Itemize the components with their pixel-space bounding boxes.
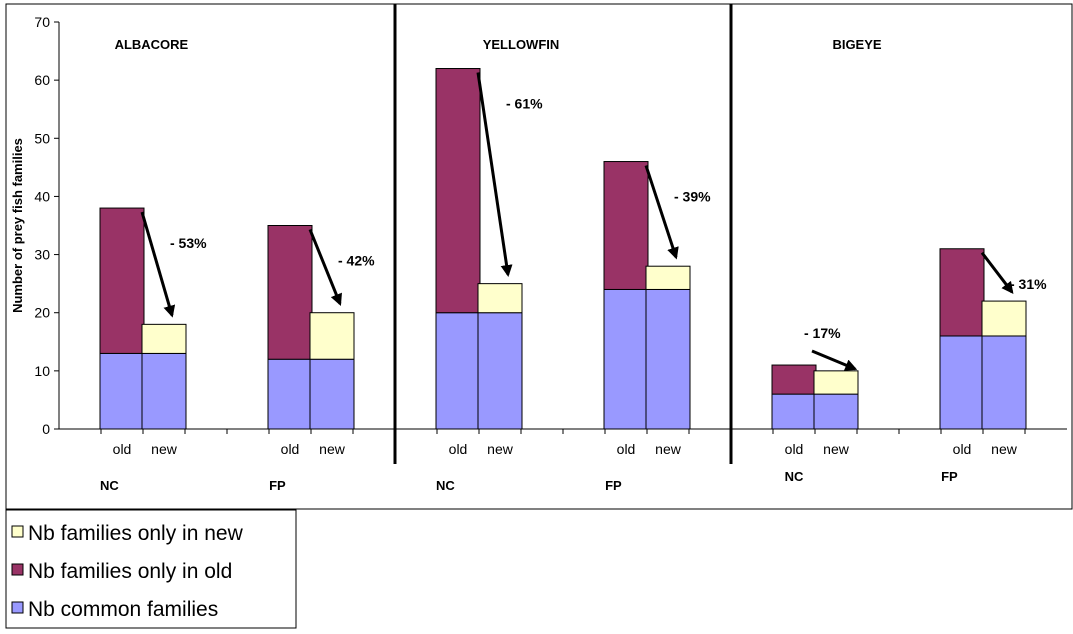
legend-box <box>5 509 297 629</box>
bar-segment-common <box>939 335 985 430</box>
panel-title: BIGEYE <box>832 37 881 52</box>
x-tick-label: new <box>319 441 346 457</box>
panel-title: YELLOWFIN <box>483 37 560 52</box>
change-label: - 31% <box>1010 276 1047 292</box>
bar-segment-only-new <box>141 323 187 354</box>
change-arrow <box>811 349 858 371</box>
change-label: - 42% <box>338 253 375 269</box>
y-tick-label: 60 <box>34 72 50 88</box>
bar-segment-only-new <box>813 370 859 395</box>
y-axis-title: Number of prey fish families <box>10 138 25 313</box>
bar-segment-common <box>981 335 1027 430</box>
y-tick-label: 50 <box>34 130 50 146</box>
y-tick-label: 70 <box>34 14 50 30</box>
chart-frame <box>5 3 1073 510</box>
y-tick-label: 10 <box>34 363 50 379</box>
change-label: - 39% <box>674 189 711 205</box>
bar-segment-only-old <box>939 248 985 337</box>
x-tick-label: new <box>487 441 514 457</box>
x-tick-label: new <box>151 441 178 457</box>
group-label: FP <box>941 469 958 484</box>
bar-segment-common <box>435 312 481 430</box>
bar-segment-common <box>141 352 187 430</box>
group-label: NC <box>100 478 119 493</box>
bar-segment-common <box>309 358 355 430</box>
bar-segment-common <box>99 352 145 430</box>
x-tick-label: new <box>655 441 682 457</box>
x-tick-label: new <box>823 441 850 457</box>
panel-title: ALBACORE <box>115 37 189 52</box>
change-label: - 17% <box>804 325 841 341</box>
bar-segment-common <box>771 393 817 430</box>
group-label: FP <box>605 478 622 493</box>
bar-segment-only-old <box>435 68 481 314</box>
x-tick-label: old <box>953 441 972 457</box>
bar-segment-common <box>603 288 649 430</box>
bar-segment-only-new <box>477 283 523 314</box>
group-label: FP <box>269 478 286 493</box>
y-tick-label: 0 <box>42 421 50 437</box>
change-arrow <box>644 165 679 260</box>
x-tick-label: old <box>449 441 468 457</box>
legend-label: Nb common families <box>28 598 218 621</box>
bar-segment-only-old <box>267 225 313 360</box>
x-tick-label: new <box>991 441 1018 457</box>
y-tick-label: 30 <box>34 247 50 263</box>
change-label: - 53% <box>170 235 207 251</box>
change-arrow <box>980 251 1014 294</box>
change-arrow <box>140 211 176 318</box>
change-arrow <box>476 72 513 278</box>
legend-label: Nb families only in new <box>28 522 244 545</box>
group-label: NC <box>785 469 804 484</box>
legend-swatch-common <box>11 601 24 614</box>
x-tick-label: old <box>785 441 804 457</box>
group-label: NC <box>436 478 455 493</box>
x-tick-label: old <box>281 441 300 457</box>
bar-segment-only-new <box>645 265 691 290</box>
bar-segment-only-new <box>309 312 355 360</box>
bar-segment-common <box>813 393 859 430</box>
y-tick-label: 40 <box>34 188 50 204</box>
x-tick-label: old <box>617 441 636 457</box>
bar-segment-common <box>477 312 523 430</box>
y-tick-label: 20 <box>34 305 50 321</box>
legend-label: Nb families only in old <box>28 560 232 583</box>
change-label: - 61% <box>506 96 543 112</box>
bar-segment-common <box>267 358 313 430</box>
bar-segment-only-old <box>771 364 817 395</box>
bar-segment-only-new <box>981 300 1027 337</box>
x-tick-label: old <box>113 441 132 457</box>
bar-segment-only-old <box>99 207 145 354</box>
bar-segment-only-old <box>603 161 649 290</box>
bar-segment-common <box>645 288 691 430</box>
legend-swatch-only-new <box>11 525 24 538</box>
legend-swatch-only-old <box>11 563 24 576</box>
change-arrow <box>308 228 342 306</box>
